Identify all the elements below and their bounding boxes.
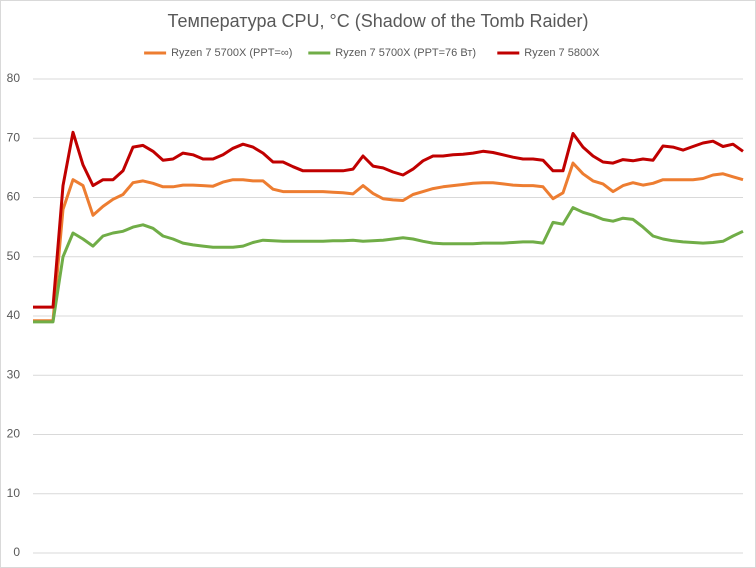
series-line — [33, 161, 744, 323]
legend-label: Ryzen 7 5800X — [524, 47, 600, 59]
y-tick-label: 40 — [7, 308, 21, 322]
y-tick-label: 30 — [7, 367, 21, 381]
y-tick-label: 50 — [7, 249, 21, 263]
legend-label: Ryzen 7 5700X (PPT=76 Вт) — [335, 47, 476, 59]
y-tick-label: 70 — [7, 130, 21, 144]
y-tick-label: 60 — [7, 190, 21, 204]
y-tick-label: 20 — [7, 427, 21, 441]
y-tick-label: 80 — [7, 71, 21, 85]
series-line — [33, 130, 744, 309]
y-tick-label: 0 — [13, 545, 20, 559]
y-tick-label: 10 — [7, 486, 21, 500]
legend-label: Ryzen 7 5700X (PPT=∞) — [171, 47, 292, 59]
series-line — [33, 206, 744, 324]
chart-title: Температура CPU, °C (Shadow of the Tomb … — [167, 11, 588, 31]
